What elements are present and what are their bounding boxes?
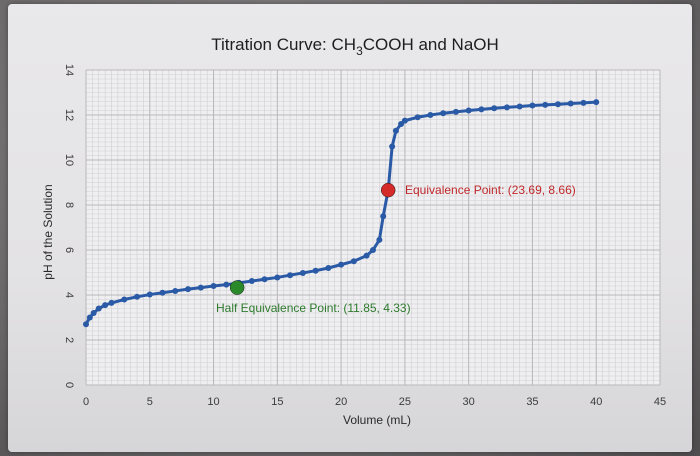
data-point [529, 102, 536, 109]
data-point [325, 265, 332, 271]
data-point [401, 117, 408, 124]
x-tick-label: 25 [399, 396, 411, 408]
x-tick-label: 20 [335, 396, 347, 408]
chart-title-subscript: 3 [356, 44, 363, 58]
data-point [440, 110, 447, 117]
data-point [90, 310, 97, 316]
y-tick-labels: 0 2 4 6 8 10 12 14 [63, 64, 75, 388]
y-axis-label: pH of the Solution [41, 184, 55, 279]
x-axis-label: Volume (mL) [343, 413, 411, 427]
data-point [414, 114, 421, 121]
x-tick-label: 10 [207, 396, 219, 408]
data-point [389, 143, 396, 150]
data-point [261, 276, 268, 283]
data-point [392, 127, 399, 134]
data-point [185, 286, 192, 293]
data-point [542, 101, 549, 108]
data-point [134, 293, 141, 300]
y-tick-label: 0 [63, 382, 75, 388]
data-point [567, 100, 574, 107]
data-point [312, 267, 319, 274]
y-tick-label: 8 [63, 202, 75, 208]
chart-grid [85, 69, 661, 386]
chart-title-rest: COOH and NaOH [363, 35, 499, 54]
data-point [299, 269, 306, 276]
data-point [223, 281, 230, 288]
data-point [248, 278, 255, 285]
data-point [478, 106, 485, 113]
data-series [83, 99, 600, 328]
chart-title: Titration Curve: CH3COOH and NaOH [211, 35, 499, 58]
data-point [380, 213, 387, 220]
y-tick-label: 12 [63, 109, 75, 121]
data-point [338, 261, 345, 268]
y-tick-label: 14 [63, 64, 75, 76]
data-point [83, 321, 89, 328]
x-tick-label: 35 [526, 396, 538, 408]
annotation-markers [229, 182, 396, 295]
x-tick-label: 40 [590, 396, 602, 408]
data-point [274, 274, 281, 281]
data-point [516, 103, 523, 110]
x-tick-label: 15 [271, 396, 283, 408]
data-point [210, 283, 217, 289]
data-point [86, 314, 93, 321]
data-point [593, 99, 600, 106]
data-point [427, 112, 434, 118]
data-point [350, 258, 357, 265]
y-tick-label: 2 [63, 337, 75, 343]
y-tick-label: 6 [63, 247, 75, 253]
half-equivalence-point-marker [229, 280, 245, 295]
data-point [503, 104, 510, 111]
data-point [146, 291, 153, 298]
data-point [287, 272, 294, 279]
data-point [376, 236, 383, 243]
x-tick-label: 0 [83, 396, 89, 408]
data-point [554, 101, 561, 108]
data-point [172, 287, 179, 294]
data-point [452, 108, 459, 115]
data-point [108, 299, 115, 306]
data-point [102, 302, 109, 309]
data-point [197, 284, 204, 291]
chart-title-main: Titration Curve: CH [211, 35, 356, 54]
half-equivalence-point-label: Half Equivalence Point: (11.85, 4.33) [216, 301, 411, 315]
y-tick-label: 4 [63, 292, 75, 298]
data-point [363, 252, 370, 259]
data-point [465, 107, 472, 114]
x-tick-labels: 0 5 10 15 20 25 30 35 40 45 [83, 396, 666, 408]
data-point [159, 289, 166, 296]
y-tick-label: 10 [63, 154, 75, 166]
data-point [95, 305, 102, 312]
data-point [580, 99, 587, 106]
x-tick-label: 30 [463, 396, 475, 408]
equivalence-point-label: Equivalence Point: (23.69, 8.66) [405, 183, 576, 197]
x-tick-label: 5 [147, 396, 153, 408]
equivalence-point-marker [380, 182, 396, 198]
data-point [491, 105, 498, 112]
data-point [370, 247, 376, 253]
data-point [121, 296, 128, 303]
x-tick-label: 45 [654, 396, 666, 408]
